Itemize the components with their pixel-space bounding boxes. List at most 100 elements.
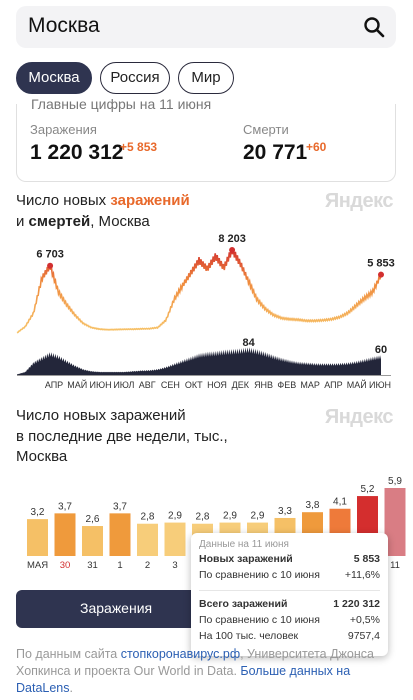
- bar-category-label: 3: [172, 560, 177, 571]
- bar: [164, 522, 186, 556]
- search-input[interactable]: Москва: [28, 14, 100, 37]
- cases-peak-label: 6 703: [36, 249, 64, 261]
- chart2-title-line: Москва: [16, 448, 68, 465]
- x-tick-label: НОЯ: [207, 380, 227, 390]
- chart2-title-line: в последние две недели, тыс.,: [16, 427, 228, 445]
- tooltip-new-row: Новых заражений 5 853: [199, 553, 380, 567]
- x-tick-label: ФЕВ: [277, 380, 296, 390]
- bar-category-label: 11: [390, 560, 400, 571]
- data-tooltip: Данные на 11 июня Новых заражений 5 853 П…: [191, 533, 388, 656]
- bar-category-label: 1: [117, 560, 122, 571]
- tooltip-cmp2-value: +0,5%: [349, 614, 380, 626]
- bar-value-label: 2,9: [223, 511, 237, 522]
- yandex-watermark: Яндекс: [324, 190, 394, 212]
- datalens-link[interactable]: Больше данных на DataLens: [16, 664, 351, 695]
- tab-moscow[interactable]: Москва: [16, 62, 92, 94]
- bar: [384, 488, 406, 556]
- tooltip-total-row: Всего заражений 1 220 312: [199, 598, 380, 612]
- bar: [82, 526, 103, 556]
- tooltip-total-label: Всего заражений: [199, 598, 288, 610]
- summary-card: Главные цифры на 11 июня Заражения 1 220…: [16, 96, 396, 182]
- tab-russia[interactable]: Россия: [100, 62, 170, 94]
- chart1-title-part: Число новых: [16, 192, 111, 209]
- cases-line: [16, 247, 382, 334]
- tab-world[interactable]: Мир: [178, 62, 234, 94]
- deaths-delta: +60: [306, 140, 327, 154]
- tooltip-per100-row: На 100 тыс. человек 9757,4: [199, 630, 380, 644]
- tooltip-total-value: 1 220 312: [333, 598, 380, 610]
- tooltip-per100-label: На 100 тыс. человек: [199, 630, 299, 642]
- x-tick-label: ОКТ: [185, 380, 203, 390]
- deaths-label: Смерти: [243, 122, 289, 137]
- yandex-watermark: Яндекс: [324, 406, 394, 428]
- tooltip-cmp1-row: По сравнению с 10 июня +11,6%: [199, 569, 380, 583]
- tooltip-cmp2-label: По сравнению с 10 июня: [199, 614, 320, 626]
- deaths-area: [17, 347, 381, 375]
- bar-value-label: 5,2: [361, 484, 375, 495]
- x-tick-label: СЕН: [161, 380, 180, 390]
- x-tick-label: ИЮН: [90, 380, 112, 390]
- chart1-title-part: , Москва: [90, 213, 150, 230]
- tooltip-new-label: Новых заражений: [199, 553, 293, 565]
- bar-value-label: 5,9: [388, 476, 402, 487]
- bar: [27, 519, 48, 556]
- chart1-title-cases: заражений: [110, 192, 190, 209]
- x-tick-label: МАР: [300, 380, 320, 390]
- bar-value-label: 2,6: [86, 514, 100, 525]
- tab-cases[interactable]: Заражения: [80, 600, 153, 616]
- x-tick-label: МАЙ: [347, 379, 367, 390]
- cases-value: 1 220 312: [30, 141, 124, 164]
- bar: [109, 513, 131, 556]
- cases-peak-dot: [47, 262, 54, 269]
- x-tick-label: МАЙ: [67, 379, 87, 390]
- footer-text: .: [69, 681, 73, 695]
- cases-peak-label: 5 853: [367, 258, 395, 270]
- cases-peak-dot: [378, 271, 384, 278]
- chart1-title-deaths: смертей: [28, 213, 91, 230]
- chart1-title: Число новых заражений и смертей, Москва: [16, 190, 190, 232]
- deaths-peak-label: 60: [375, 344, 387, 356]
- chart1-title-part: и: [16, 213, 29, 230]
- bar-value-label: 2,9: [168, 511, 182, 522]
- bar-category-label: МАЯ: [27, 560, 48, 571]
- cases-label: Заражения: [30, 122, 97, 137]
- footer-text: По данным сайта: [16, 647, 121, 661]
- bar-value-label: 2,8: [196, 512, 210, 523]
- tooltip-divider: [199, 590, 380, 591]
- bar: [54, 513, 76, 556]
- bar-value-label: 3,2: [31, 507, 45, 518]
- tooltip-header: Данные на 11 июня: [199, 539, 289, 550]
- source-footer: По данным сайта стопкоронавирус.рф, Унив…: [16, 646, 386, 697]
- chart2-title: Число новых заражений в последние две не…: [16, 406, 228, 468]
- x-tick-label: ДЕК: [232, 380, 250, 390]
- x-tick-label: АВГ: [139, 380, 156, 390]
- bar: [137, 523, 158, 556]
- x-tick-label: ЯНВ: [254, 380, 273, 390]
- x-tick-label: ИЮЛ: [113, 380, 134, 390]
- tooltip-new-value: 5 853: [353, 553, 380, 565]
- search-bar[interactable]: Москва: [16, 6, 396, 48]
- bar-value-label: 3,7: [58, 501, 72, 512]
- tooltip-per100-value: 9757,4: [347, 630, 380, 642]
- summary-cut-title: Главные цифры на 11 июня: [31, 96, 212, 112]
- source-link-stopcoronavirus[interactable]: стопкоронавирус.рф: [120, 647, 241, 661]
- bar-value-label: 3,7: [113, 501, 127, 512]
- bar-value-label: 4,1: [333, 497, 347, 508]
- bar-category-label: 30: [60, 560, 71, 571]
- cases-delta: +5 853: [120, 140, 158, 154]
- deaths-value: 20 771: [243, 141, 308, 164]
- bar-value-label: 3,3: [278, 506, 292, 517]
- bar-value-label: 3,8: [306, 500, 320, 511]
- deaths-peak-label: 84: [243, 337, 256, 349]
- cases-peak-dot: [229, 247, 236, 253]
- search-icon[interactable]: [362, 15, 386, 39]
- footer-text: , Университета Джонса Хопкинса и проекта…: [16, 647, 374, 678]
- x-tick-label: ИЮН: [369, 380, 391, 390]
- bar-value-label: 2,9: [251, 511, 265, 522]
- bar-category-label: 2: [145, 560, 150, 571]
- chart2-title-line: Число новых заражений: [16, 407, 186, 424]
- tooltip-cmp2-row: По сравнению с 10 июня +0,5%: [199, 614, 380, 628]
- cases-peak-label: 8 203: [218, 233, 246, 245]
- tooltip-cmp1-label: По сравнению с 10 июня: [199, 569, 320, 581]
